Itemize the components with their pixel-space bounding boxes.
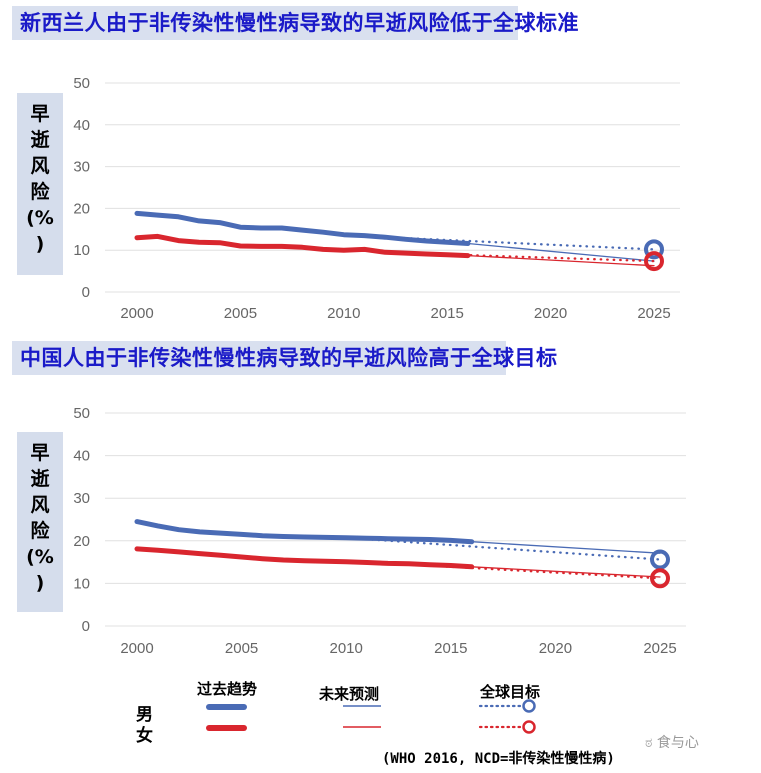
x-tick-label: 2000: [120, 640, 153, 657]
source-note: (WHO 2016, NCD=非传染性慢性病): [382, 751, 615, 767]
series-line: [404, 251, 656, 263]
chart-1-title: 新西兰人由于非传染性慢性病导致的早逝风险低于全球标准: [12, 6, 579, 40]
chart-2-plot: 0 10 20 30 40 50 2000 2005 2010 2015 2020 2025: [73, 405, 686, 657]
ylabel-char: 早: [30, 442, 50, 464]
chart-1-plot: 0 10 20 30 40 50 2000 2005 2010 2015 2020 2025: [73, 75, 680, 322]
series-line: [471, 566, 661, 578]
watermark-text: 食与心: [656, 735, 699, 751]
ylabel-char: ): [35, 233, 45, 255]
y-tick-label: 10: [73, 575, 90, 592]
y-tick-label: 40: [73, 117, 90, 134]
series-line: [134, 233, 471, 259]
chart-1-y-axis-label: 早 逝 风 险 (% ): [17, 93, 63, 275]
y-tick-label: 0: [82, 618, 90, 635]
series-line: [467, 254, 655, 267]
y-tick-label: 50: [73, 405, 90, 422]
wechat-icon: ಠ: [645, 735, 653, 751]
series-line: [134, 546, 475, 570]
ylabel-char: 风: [30, 155, 50, 177]
chart-2-title: 中国人由于非传染性慢性病导致的早逝风险高于全球目标: [12, 341, 557, 375]
y-tick-label: 40: [73, 448, 90, 465]
ylabel-char: (%: [26, 546, 54, 568]
legend-global-target-header: 全球目标: [480, 683, 541, 701]
series-line: [345, 536, 662, 561]
y-tick-label: 20: [73, 200, 90, 217]
legend-swatches: [206, 699, 536, 734]
x-tick-label: 2020: [534, 305, 567, 322]
x-tick-label: 2010: [327, 305, 360, 322]
x-tick-label: 2020: [539, 640, 572, 657]
target-circle-icon: [650, 549, 670, 570]
ylabel-char: 险: [30, 520, 50, 542]
series-line: [134, 519, 475, 545]
ylabel-char: (%: [26, 207, 54, 229]
watermark: ಠ 食与心: [645, 732, 699, 752]
legend-male-label: 男: [136, 705, 153, 725]
y-tick-label: 0: [82, 284, 90, 301]
x-tick-label: 2025: [637, 305, 670, 322]
x-tick-label: 2015: [434, 640, 467, 657]
legend-female-label: 女: [136, 726, 153, 746]
series-line: [467, 242, 655, 262]
ylabel-char: 风: [30, 494, 50, 516]
legend-female-target-circle-icon: [522, 720, 536, 734]
target-circle-icon: [650, 568, 670, 589]
y-tick-label: 30: [73, 490, 90, 507]
y-tick-label: 50: [73, 75, 90, 92]
y-tick-label: 20: [73, 533, 90, 550]
y-tick-label: 30: [73, 159, 90, 176]
series-line: [134, 210, 471, 246]
ylabel-char: 逝: [30, 468, 50, 490]
x-tick-label: 2005: [225, 640, 258, 657]
x-tick-label: 2025: [643, 640, 676, 657]
legend-past-trend-header: 过去趋势: [197, 680, 258, 698]
ylabel-char: ): [35, 572, 45, 594]
target-circle-icon: [644, 251, 664, 272]
ylabel-char: 逝: [30, 129, 50, 151]
series-line: [471, 541, 661, 554]
x-tick-label: 2010: [330, 640, 363, 657]
legend-future-projection-header: 未来预测: [319, 685, 380, 703]
target-circle-icon: [644, 239, 664, 260]
legend-male-target-circle-icon: [522, 699, 536, 713]
ylabel-char: 早: [30, 103, 50, 125]
y-tick-label: 10: [73, 242, 90, 259]
chart-2-y-axis-label: 早 逝 风 险 (% ): [17, 432, 63, 612]
x-tick-label: 2005: [224, 305, 257, 322]
x-tick-label: 2000: [120, 305, 153, 322]
x-tick-label: 2015: [431, 305, 464, 322]
ylabel-char: 险: [30, 181, 50, 203]
